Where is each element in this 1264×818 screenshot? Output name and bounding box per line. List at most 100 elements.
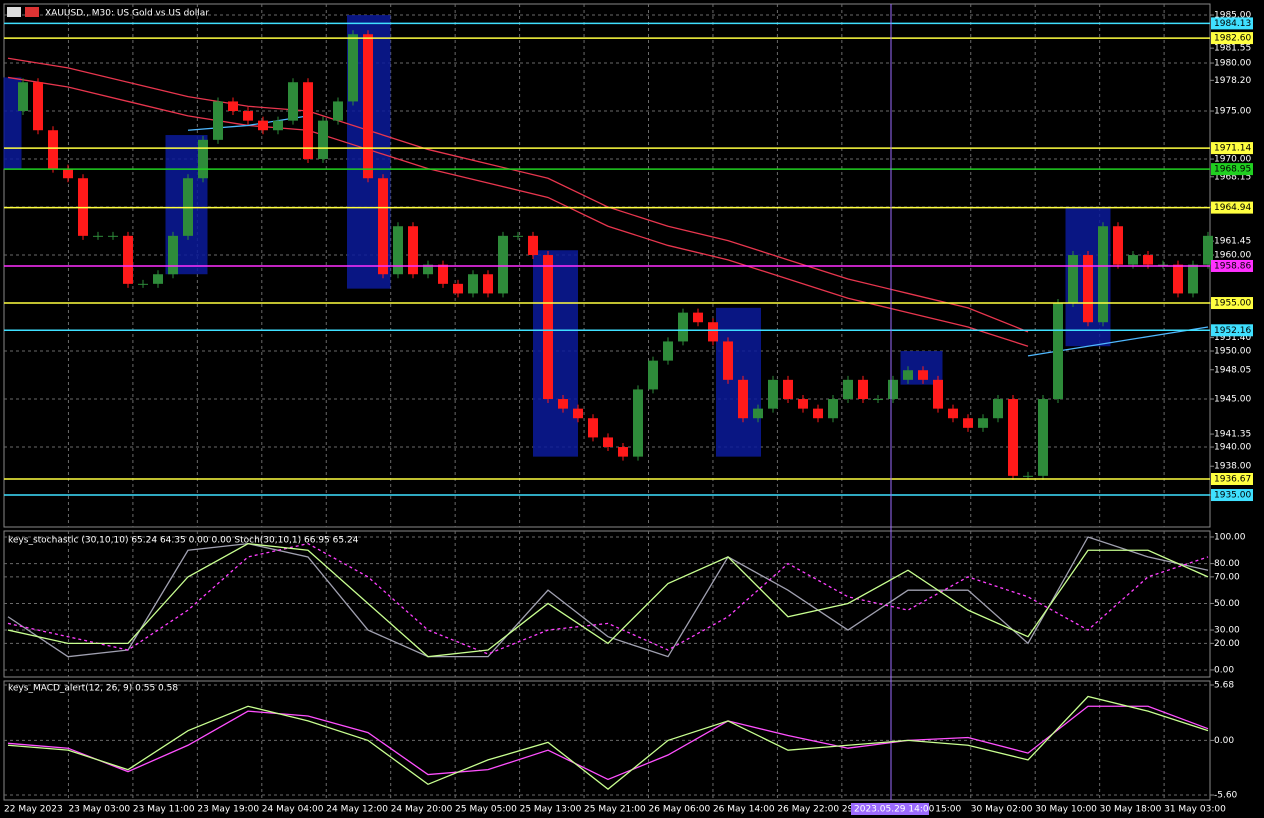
crosshair-label: 2023.05.29 14:00 [854, 805, 935, 815]
candle [993, 399, 1003, 419]
candle [453, 283, 463, 294]
time-label: 26 May 14:00 [713, 805, 775, 815]
candle [1188, 264, 1198, 294]
candle [513, 235, 523, 237]
candle [108, 235, 118, 237]
candle [783, 379, 793, 400]
moving-average [7, 57, 1029, 333]
candle [573, 408, 583, 419]
zone [3, 77, 22, 169]
menu-icon[interactable] [7, 7, 21, 17]
candle [273, 120, 283, 131]
candle [1053, 303, 1063, 400]
candle [408, 226, 418, 275]
candle [798, 399, 808, 409]
time-label: 23 May 03:00 [68, 805, 130, 815]
level-label: 1952.16 [1214, 326, 1251, 336]
candle [93, 235, 103, 237]
level-label-box [1211, 259, 1253, 272]
stochastic-line [7, 536, 1209, 658]
layer: 22 May 2023 23 May 03:00 23 May 11:00 23 Ma… [3, 4, 1253, 815]
candle [888, 379, 898, 400]
y-tick-label: 1961.45 [1214, 237, 1251, 247]
y-tick-label: 20.00 [1214, 639, 1240, 649]
candle [138, 283, 148, 285]
y-tick-label: 1941.35 [1214, 430, 1251, 440]
stochastic-title: keys_stochastic (30,10,10) 65.24 64.35 0… [8, 536, 359, 546]
y-tick-label: 1970.00 [1214, 155, 1251, 165]
candle [558, 399, 568, 409]
chart-icon[interactable] [25, 7, 39, 17]
candle [933, 379, 943, 409]
macd-line [7, 695, 1209, 791]
level-label-box [1211, 142, 1253, 155]
y-tick-label: 1950.00 [1214, 347, 1251, 357]
level-label: 1982.60 [1214, 34, 1251, 44]
time-label: 24 May 12:00 [326, 805, 388, 815]
candle [633, 389, 643, 457]
y-tick-label: 1978.20 [1214, 76, 1251, 86]
y-tick-label: 0.00 [1214, 665, 1234, 675]
level-label-box [1211, 489, 1253, 502]
y-tick-label: 5.68 [1214, 680, 1234, 690]
candle [903, 370, 913, 380]
y-tick-label: 1951.40 [1214, 333, 1251, 343]
time-label: 31 May 03:00 [1164, 805, 1226, 815]
candle [618, 447, 628, 457]
y-tick-label: 1981.55 [1214, 44, 1251, 54]
candle [603, 437, 613, 448]
candle [543, 255, 553, 400]
candle [258, 120, 268, 131]
level-label-box [1211, 17, 1253, 30]
time-label: 30 May 02:00 [971, 805, 1033, 815]
level-label-box [1211, 324, 1253, 337]
time-label: 25 May 05:00 [455, 805, 517, 815]
candle [678, 312, 688, 342]
level-label: 1968.95 [1214, 165, 1251, 175]
time-label: 25 May 21:00 [584, 805, 646, 815]
stochastic-line [7, 542, 1209, 655]
candle [1038, 399, 1048, 476]
candle [693, 312, 703, 323]
time-label: 23 May 11:00 [133, 805, 195, 815]
y-tick-label: 1968.15 [1214, 172, 1251, 182]
y-tick-label: 1975.00 [1214, 107, 1251, 117]
candle [303, 82, 313, 160]
candle [33, 82, 43, 131]
candle [768, 379, 778, 409]
time-label: 30 May 10:00 [1035, 805, 1097, 815]
level-label-box [1211, 32, 1253, 45]
candle [1068, 255, 1078, 304]
level-label: 1964.94 [1214, 203, 1251, 213]
y-tick-label: 1960.00 [1214, 251, 1251, 261]
y-tick-label: 1938.00 [1214, 462, 1251, 472]
y-tick-label: 0.00 [1214, 736, 1234, 746]
time-label: 30 May 18:00 [1100, 805, 1162, 815]
time-label: 22 May 2023 [4, 805, 63, 815]
candle [198, 139, 208, 179]
level-label: 1935.00 [1214, 491, 1251, 501]
y-tick-label: 1940.00 [1214, 443, 1251, 453]
y-tick-label: -5.60 [1214, 791, 1238, 801]
time-label: 23 May 19:00 [197, 805, 259, 815]
candle [1008, 399, 1018, 476]
candle [918, 370, 928, 380]
y-tick-label: 50.00 [1214, 599, 1240, 609]
level-label: 1984.13 [1214, 19, 1251, 29]
time-label: 24 May 20:00 [391, 805, 453, 815]
candle [1128, 255, 1138, 265]
candle [738, 379, 748, 419]
candle [663, 341, 673, 361]
candle [213, 101, 223, 140]
zone [533, 250, 578, 457]
y-tick-label: 1948.05 [1214, 365, 1251, 375]
candle [48, 130, 58, 169]
candle [18, 82, 28, 112]
candle [288, 82, 298, 121]
moving-average [7, 76, 1029, 347]
candle [963, 418, 973, 428]
candle [528, 235, 538, 256]
time-label: 25 May 13:00 [520, 805, 582, 815]
